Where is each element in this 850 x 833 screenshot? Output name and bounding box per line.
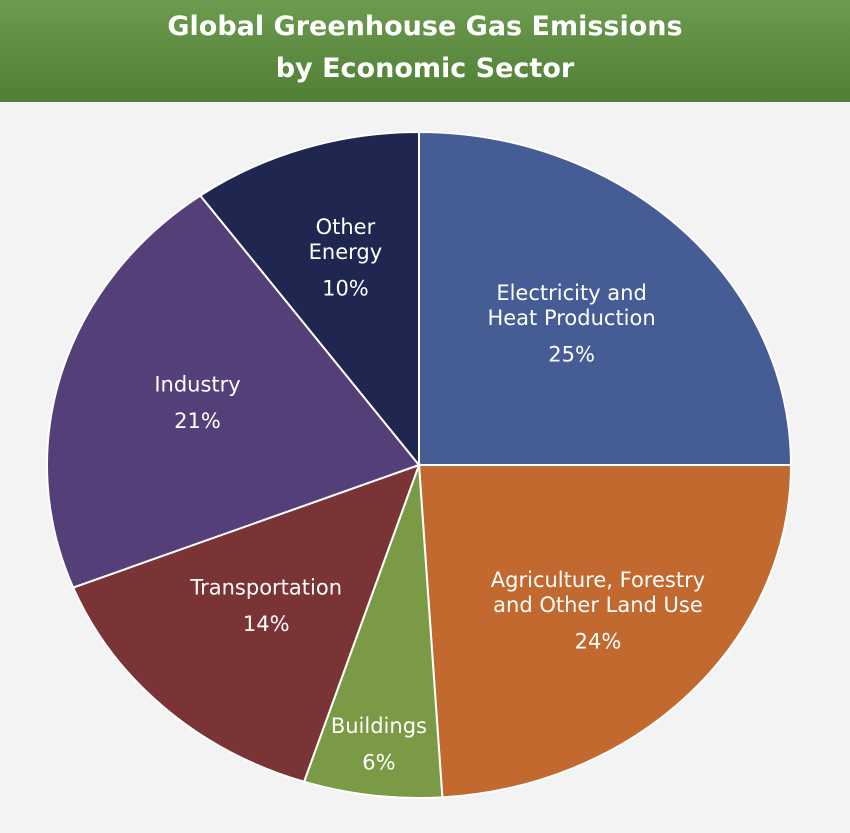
pie-slice (302, 464, 444, 799)
pie-slice (46, 194, 421, 589)
slice-label: Industry (154, 372, 240, 396)
slice-label: Other Energy (309, 215, 383, 264)
slice-value-label: 21% (174, 409, 221, 433)
slice-value-label: 10% (322, 276, 369, 300)
slice-label: Electricity and Heat Production (487, 281, 655, 330)
slice-value-label: 25% (548, 342, 595, 366)
slice-label: Agriculture, Forestry and Other Land Use (491, 568, 705, 617)
slice-value-label: 6% (362, 751, 395, 775)
slice-label: Buildings (331, 714, 427, 738)
slice-label: Transportation (189, 576, 342, 600)
pie-slice (417, 464, 793, 799)
slice-value-label: 14% (243, 612, 290, 636)
pie-slice (198, 130, 420, 468)
pie-slice (418, 130, 793, 466)
pie-slice (71, 463, 421, 783)
slice-value-label: 24% (575, 629, 622, 653)
chart-title: Global Greenhouse Gas Emissions by Econo… (0, 0, 850, 102)
